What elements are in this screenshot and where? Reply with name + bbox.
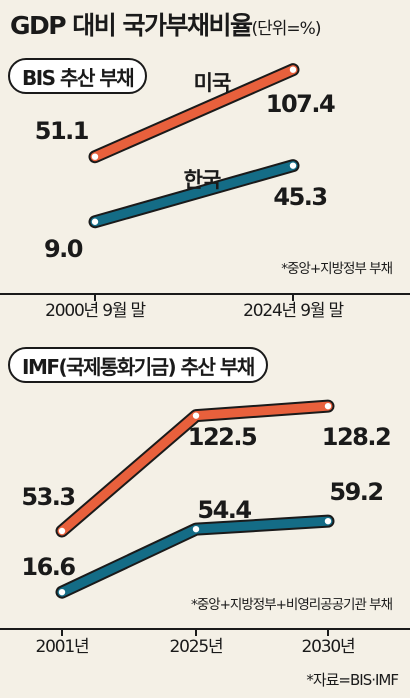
data-label: 107.4	[266, 90, 335, 118]
series-line	[90, 65, 298, 162]
source-note: *자료=BIS·IMF	[306, 671, 398, 689]
data-point-marker	[91, 153, 99, 160]
data-label: 122.5	[188, 423, 257, 451]
data-label: 54.4	[197, 496, 251, 524]
data-point-marker	[58, 527, 66, 535]
series-name-label: 한국	[184, 168, 221, 192]
data-point-marker	[289, 162, 297, 169]
data-point-marker	[58, 588, 66, 596]
data-point-marker	[192, 525, 200, 533]
data-point-marker	[192, 412, 200, 419]
x-tick-label: 2025년	[170, 637, 223, 657]
data-point-marker	[91, 218, 99, 225]
x-tick-label: 2024년 9월 말	[243, 301, 344, 321]
series-line	[90, 161, 298, 227]
x-tick-label: 2000년 9월 말	[45, 301, 146, 321]
data-label: 53.3	[21, 483, 74, 511]
data-label: 59.2	[329, 478, 382, 506]
chart-footnote: *중앙+지방정부 부채	[281, 261, 392, 277]
chart-title: GDP 대비 국가부채비율(단위=%)	[10, 6, 322, 42]
data-label: 45.3	[273, 183, 326, 211]
title-text: GDP 대비 국가부채비율	[10, 11, 253, 40]
data-label: 128.2	[322, 423, 390, 451]
data-point-marker	[324, 402, 332, 410]
imf-tag: IMF(국제통화기금) 추산 부채	[8, 347, 268, 383]
bis-tag: BIS 추산 부채	[8, 58, 148, 94]
x-tick-label: 2030년	[302, 637, 355, 657]
chart-footnote: *중앙+지방정부+비영리공공기관 부채	[191, 597, 393, 613]
data-label: 51.1	[35, 117, 89, 145]
data-label: 9.0	[44, 235, 83, 263]
data-point-marker	[289, 66, 297, 73]
data-point-marker	[324, 517, 332, 525]
series-name-label: 미국	[194, 71, 231, 95]
data-label: 16.6	[21, 553, 75, 581]
x-tick-label: 2001년	[36, 637, 89, 657]
title-unit: (단위=%)	[251, 19, 322, 39]
